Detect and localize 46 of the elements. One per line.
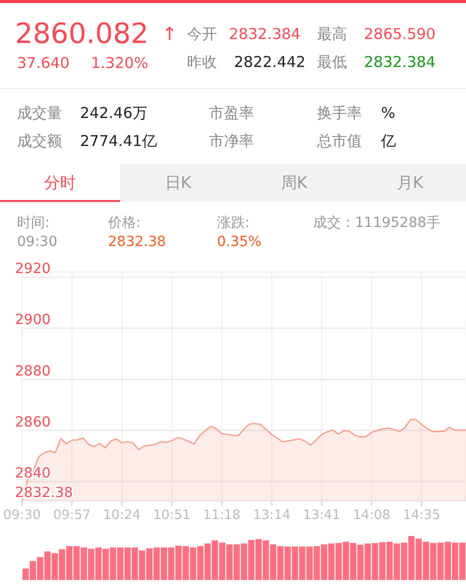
text: 月K <box>396 173 424 192</box>
text: 37.640 <box>17 54 70 72</box>
x-tick-label: 09:30 <box>3 508 41 523</box>
x-tick-label: 10:51 <box>153 508 191 523</box>
x-tick-label: 13:14 <box>253 508 290 523</box>
text: 242.46万 <box>80 104 148 122</box>
text: 时间: <box>17 215 50 232</box>
text: 成交：11195288手 <box>313 215 442 232</box>
text: % <box>381 104 396 122</box>
text: 昨收 <box>187 53 217 71</box>
x-tick-label: 14:08 <box>352 508 390 523</box>
text: 周K <box>280 173 308 192</box>
text: 2832.384 <box>229 25 301 43</box>
text: 最低 <box>317 53 347 71</box>
text: 价格: <box>108 215 141 232</box>
text: 2865.590 <box>364 25 436 43</box>
text: 分时 <box>43 173 77 192</box>
text: 今开 <box>187 25 217 43</box>
x-tick-label: 09:57 <box>53 508 91 523</box>
text: 09:30 <box>17 234 58 251</box>
x-tick-label: 11:18 <box>203 508 241 523</box>
text: 市盈率 <box>209 104 254 122</box>
y-tick-label: 2920 <box>15 261 51 278</box>
y-tick-label: 2900 <box>15 312 51 328</box>
text: 总市值 <box>317 132 362 150</box>
text: ↑ <box>162 24 178 46</box>
text: 亿 <box>381 132 396 150</box>
text: 2832.38 <box>108 234 166 251</box>
text: 成交额 <box>17 132 62 150</box>
x-tick-label: 10:24 <box>103 508 141 523</box>
x-tick-label: 13:41 <box>302 508 340 523</box>
y-tick-label: 2860 <box>15 414 51 430</box>
text: 0.35% <box>217 234 262 251</box>
text: 成交量 <box>17 104 62 122</box>
text: 换手率 <box>317 104 362 122</box>
text: 2832.384 <box>364 53 436 71</box>
y-tick-label: 2880 <box>15 363 51 380</box>
text: 市净率 <box>209 132 254 150</box>
text: 1.320% <box>91 54 148 72</box>
text: 最高 <box>317 25 347 43</box>
text: 涨跌: <box>217 215 250 232</box>
text: 日K <box>164 173 192 192</box>
text: 2822.442 <box>234 53 306 71</box>
text: 2774.41亿 <box>80 132 158 150</box>
x-tick-label: 14:35 <box>402 508 440 523</box>
text: 2860.082 <box>15 17 149 51</box>
